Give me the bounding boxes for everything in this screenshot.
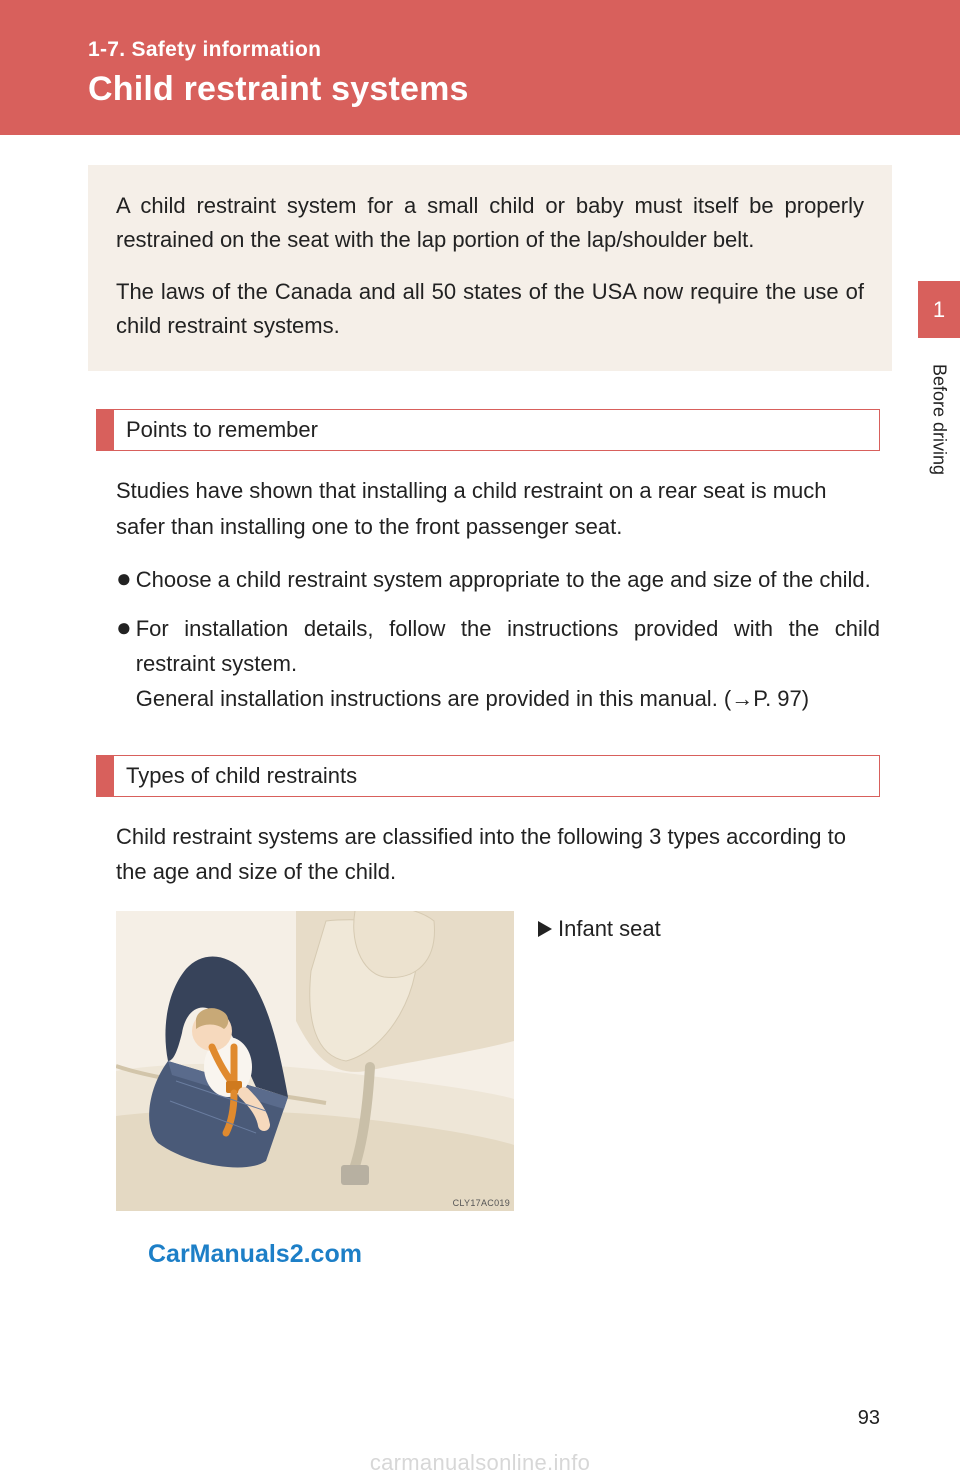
triangle-icon	[538, 921, 552, 937]
list-item: ● For installation details, follow the i…	[116, 611, 880, 717]
figure-caption: Infant seat	[538, 911, 661, 946]
watermark-carmanualsonline: carmanualsonline.info	[0, 1450, 960, 1476]
page-number: 93	[858, 1407, 880, 1430]
heading-types-of-restraints: Types of child restraints	[96, 755, 880, 797]
figure-caption-text: Infant seat	[558, 916, 661, 941]
heading-label: Points to remember	[114, 410, 318, 450]
chapter-side-label: Before driving	[918, 364, 960, 534]
bullet-icon: ●	[116, 611, 132, 717]
section-number: 1-7. Safety information	[88, 38, 960, 62]
bullet-icon: ●	[116, 562, 132, 597]
chapter-tab-number: 1	[933, 297, 945, 323]
heading-accent-bar	[96, 410, 114, 450]
bullet-text: For installation details, follow the ins…	[136, 611, 880, 717]
intro-callout: A child restraint system for a small chi…	[88, 165, 892, 371]
infant-seat-svg	[116, 911, 514, 1211]
bullet-main: For installation details, follow the ins…	[136, 616, 880, 676]
list-item: ● Choose a child restraint system approp…	[116, 562, 880, 597]
illustration-code: CLY17AC019	[453, 1198, 510, 1208]
types-lead-text: Child restraint systems are classified i…	[96, 819, 880, 889]
chapter-tab: 1	[918, 281, 960, 338]
bullet-sub: General installation instructions are pr…	[136, 681, 880, 716]
points-bullet-list: ● Choose a child restraint system approp…	[96, 562, 880, 717]
bullet-text: Choose a child restraint system appropri…	[136, 562, 880, 597]
watermark-carmanuals2: CarManuals2.com	[148, 1240, 362, 1269]
chapter-header: 1-7. Safety information Child restraint …	[0, 0, 960, 135]
intro-paragraph-2: The laws of the Canada and all 50 states…	[116, 275, 864, 343]
main-content: Points to remember Studies have shown th…	[0, 409, 960, 1211]
points-lead-text: Studies have shown that installing a chi…	[96, 473, 880, 543]
figure-row-infant-seat: CLY17AC019 Infant seat	[96, 911, 880, 1211]
infant-seat-illustration: CLY17AC019	[116, 911, 514, 1211]
intro-paragraph-1: A child restraint system for a small chi…	[116, 189, 864, 257]
heading-label: Types of child restraints	[114, 756, 357, 796]
heading-points-to-remember: Points to remember	[96, 409, 880, 451]
heading-accent-bar	[96, 756, 114, 796]
page-title: Child restraint systems	[88, 70, 960, 109]
